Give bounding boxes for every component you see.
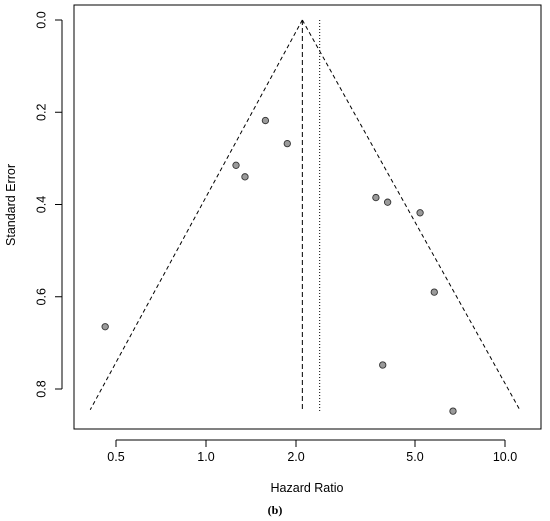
x-tick-label: 1.0 [197,450,214,464]
x-axis-title: Hazard Ratio [271,481,344,495]
study-point [372,193,380,202]
x-tick-label: 10.0 [493,450,517,464]
funnel-right-boundary [301,19,521,410]
x-tick-label: 5.0 [406,450,423,464]
plot-frame [73,4,542,430]
y-tick-label: 0.2 [34,104,48,121]
study-point [449,407,457,415]
y-tick-label: 0.4 [34,196,48,213]
study-point [241,173,249,181]
y-axis-title: Standard Error [4,164,18,246]
x-tick-label: 0.5 [107,450,124,464]
y-tick-label: 0.8 [34,380,48,397]
study-point [383,198,392,206]
x-tick-label: 2.0 [287,450,304,464]
study-point [232,161,240,169]
y-axis-ticks: 0.0 0.2 0.4 0.6 0.8 [34,11,62,398]
study-point [379,361,387,369]
study-point [261,116,270,125]
funnel-left-boundary [89,19,303,410]
y-tick-label: 0.6 [34,288,48,305]
study-point [283,139,291,148]
study-point [101,323,109,331]
study-point [416,209,424,217]
panel-label: (b) [268,503,283,517]
study-points [101,116,457,415]
study-point [430,288,438,296]
y-tick-label: 0.0 [34,11,48,28]
x-axis-ticks: 0.5 1.0 2.0 5.0 10.0 [107,440,517,464]
reference-lines [301,20,321,412]
funnel-region [89,19,521,410]
